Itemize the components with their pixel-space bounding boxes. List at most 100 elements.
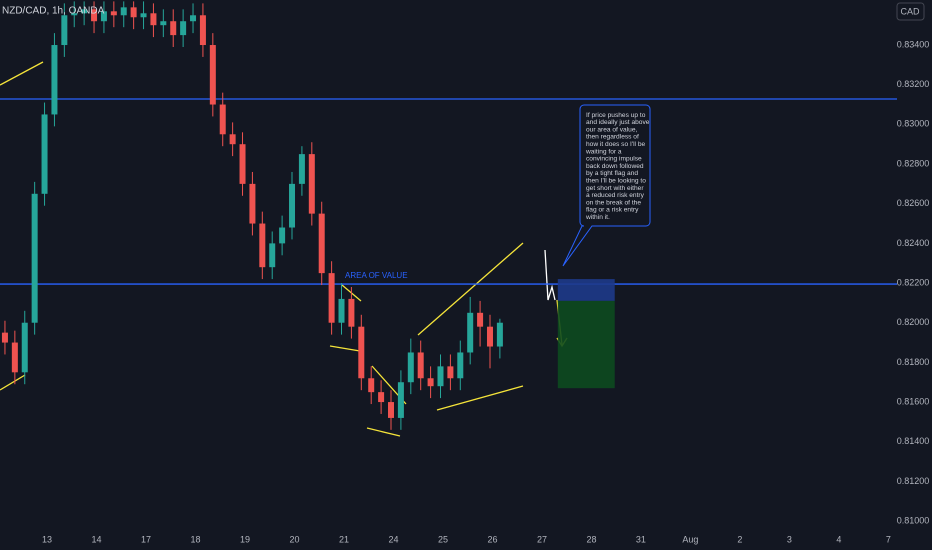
candle-body — [358, 326, 365, 379]
candle-body — [407, 352, 414, 383]
candle-body — [81, 9, 88, 14]
x-tick-label: 25 — [438, 534, 448, 544]
plot-area: AREA OF VALUE — [0, 1, 897, 437]
trendline — [329, 345, 361, 352]
callout-line: flag or a risk entry — [586, 207, 639, 214]
stop-zone — [557, 279, 615, 301]
callout-line: convincing impulse — [586, 156, 642, 163]
x-tick-label: 14 — [92, 534, 102, 544]
trendline — [0, 374, 26, 391]
callout-line: back down followed — [586, 163, 644, 170]
candle-body — [457, 352, 464, 379]
candle-body — [199, 15, 206, 46]
x-tick-label: 27 — [537, 534, 547, 544]
x-tick-label: 24 — [388, 534, 398, 544]
x-tick-label: 28 — [586, 534, 596, 544]
y-tick-label: 0.82400 — [897, 238, 930, 248]
trendline — [417, 242, 524, 336]
x-tick-label: 31 — [636, 534, 646, 544]
candle-body — [279, 227, 286, 244]
candle-body — [130, 7, 137, 18]
candle-body — [160, 21, 167, 26]
callout-line: get short with either — [586, 185, 644, 192]
y-tick-label: 0.82000 — [897, 317, 930, 327]
callout-line: waiting for a — [585, 148, 622, 155]
candle-body — [239, 144, 246, 184]
x-tick-label: 2 — [737, 534, 742, 544]
x-tick-label: 4 — [836, 534, 841, 544]
callout-line: then I'll be looking to — [586, 177, 646, 184]
trendline — [436, 385, 524, 411]
callout-line: within it. — [585, 214, 610, 221]
line-label: AREA OF VALUE — [345, 271, 408, 280]
callout-line: and ideally just above — [586, 119, 650, 126]
currency-badge[interactable] — [896, 2, 925, 21]
candle-body — [259, 223, 266, 268]
candle-body — [71, 13, 78, 16]
candle-body — [328, 273, 335, 323]
candle-body — [427, 378, 434, 387]
candle-body — [437, 366, 444, 387]
y-tick-label: 0.81800 — [897, 357, 930, 367]
x-tick-label: 7 — [886, 534, 891, 544]
callout-box — [562, 104, 651, 267]
candle-body — [308, 154, 315, 214]
candle-body — [91, 9, 98, 22]
candle-body — [388, 402, 395, 418]
callout-line: on the break of the — [586, 199, 641, 206]
candle-body — [209, 45, 216, 105]
y-tick-label: 0.81200 — [897, 476, 930, 486]
candle-body — [61, 15, 68, 46]
x-tick-label: 18 — [190, 534, 200, 544]
callout-line: our area of value, — [586, 126, 637, 133]
candle-body — [477, 312, 484, 327]
candle-body — [269, 243, 276, 268]
y-tick-label: 0.83200 — [897, 79, 930, 89]
candle-body — [417, 352, 424, 379]
callout-line: how it does so I'll be — [586, 141, 646, 148]
trendline — [0, 61, 44, 86]
candle-body — [219, 104, 226, 135]
candle-body — [467, 312, 474, 353]
x-tick-label: 20 — [289, 534, 299, 544]
x-tick-label: 17 — [141, 534, 151, 544]
candle-body — [190, 15, 197, 22]
projected-path — [544, 249, 556, 301]
currency: CAD — [900, 6, 920, 16]
y-tick-label: 0.81600 — [897, 396, 930, 406]
x-tick-label: 21 — [339, 534, 349, 544]
callout-line: by a tight flag and — [586, 170, 638, 177]
y-tick-label: 0.81000 — [897, 515, 930, 525]
candle-body — [1, 332, 8, 343]
trendlines — [0, 61, 524, 437]
candle-body — [447, 366, 454, 379]
candle-body — [110, 11, 117, 16]
candle-body — [368, 378, 375, 393]
y-tick-label: 0.82800 — [897, 158, 930, 168]
callout-line: then regardless of — [586, 134, 639, 141]
candle-body — [496, 322, 503, 347]
candle-body — [318, 213, 325, 274]
candle-body — [51, 45, 58, 115]
candle-body — [100, 11, 107, 22]
symbol-title: NZD/CAD, 1h, OANDA — [2, 6, 105, 17]
candle-body — [397, 382, 404, 418]
target-zone — [557, 300, 615, 389]
y-tick-label: 0.82200 — [897, 277, 930, 287]
candle-body — [11, 342, 18, 373]
candle-body — [486, 326, 493, 347]
candle-body — [120, 7, 127, 16]
y-tick-label: 0.83400 — [897, 39, 930, 49]
candle-body — [378, 392, 385, 403]
x-tick-label: 13 — [42, 534, 52, 544]
candle-body — [289, 183, 296, 228]
callout-line: a reduced risk entry — [586, 192, 645, 199]
candle-body — [229, 134, 236, 145]
candle-body — [348, 298, 355, 327]
trendline — [366, 427, 401, 437]
candle-body — [31, 193, 38, 323]
y-tick-label: 0.82600 — [897, 198, 930, 208]
